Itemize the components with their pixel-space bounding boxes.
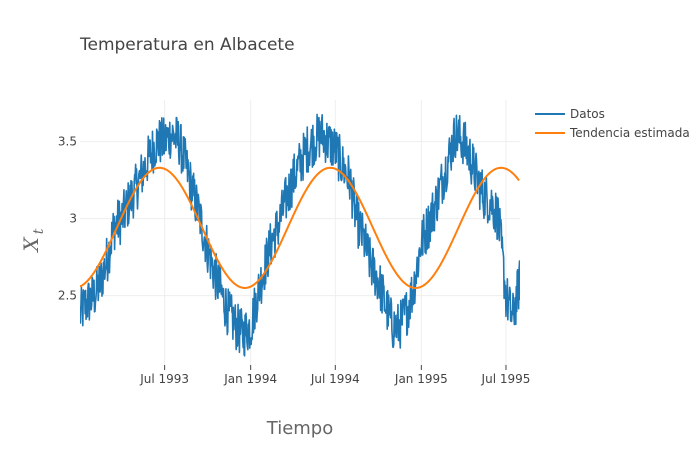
y-tick-label-1: 3 (69, 212, 77, 226)
x-tick-label-1: Jan 1994 (223, 372, 277, 386)
y-axis-ticks: 2.5 3 3.5 (58, 135, 77, 303)
y-axis-title-subscript: t (31, 228, 47, 234)
x-axis-ticks: Jul 1993 Jan 1994 Jul 1994 Jan 1995 Jul 1995 (139, 365, 530, 386)
y-axis-title: Xt (19, 228, 47, 253)
x-axis-title: Tiempo (266, 418, 334, 439)
legend-label-0[interactable]: Datos (570, 107, 605, 121)
x-tick-label-3: Jan 1995 (394, 372, 448, 386)
series-layer (80, 113, 520, 357)
legend-label-1[interactable]: Tendencia estimada (569, 126, 690, 140)
x-tick-label-0: Jul 1993 (139, 372, 189, 386)
y-tick-label-2: 3.5 (58, 135, 77, 149)
y-axis-title-main: X (19, 236, 43, 253)
chart-title: Temperatura en Albacete (79, 35, 295, 55)
x-tick-label-2: Jul 1994 (310, 372, 360, 386)
y-tick-label-0: 2.5 (58, 289, 77, 303)
series-tendencia-line (80, 166, 520, 289)
x-tick-label-4: Jul 1995 (481, 372, 531, 386)
legend: Datos Tendencia estimada (535, 107, 690, 140)
